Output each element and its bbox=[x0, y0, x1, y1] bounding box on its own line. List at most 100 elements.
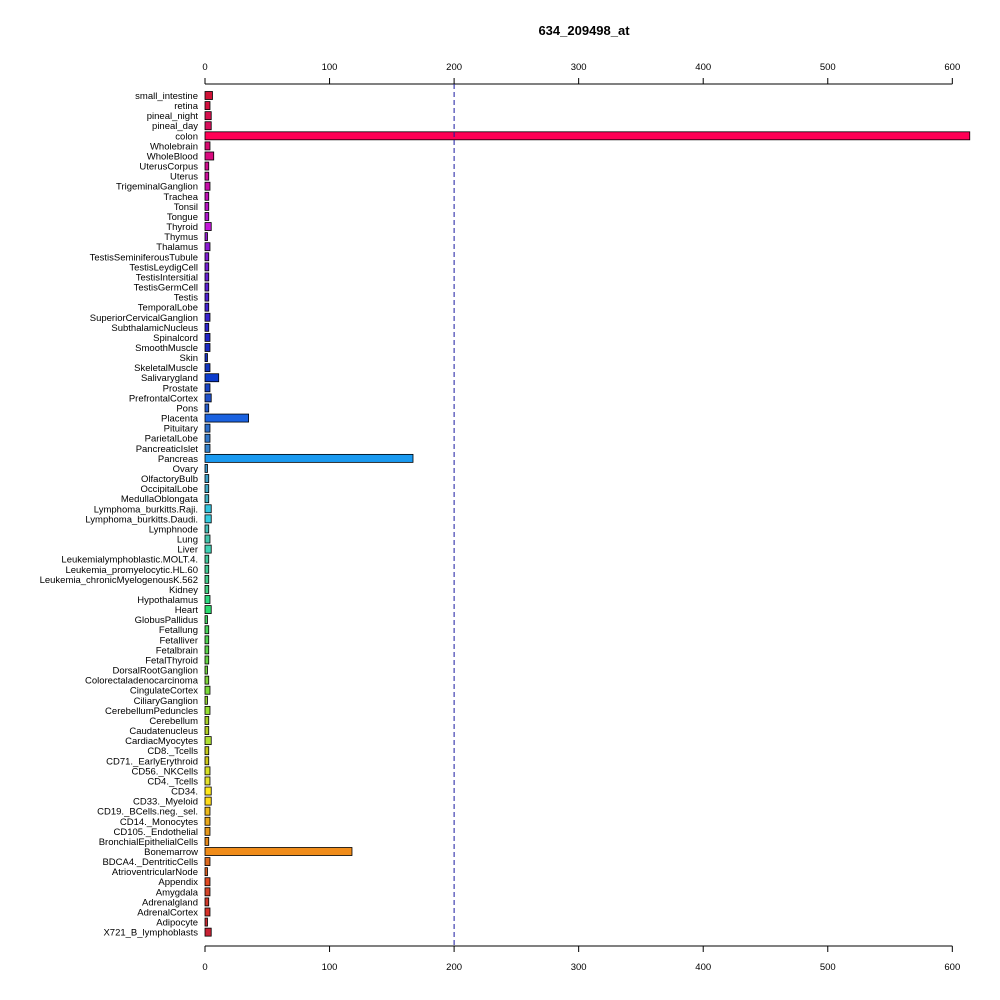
bar bbox=[204, 403, 210, 413]
category-label: Kidney bbox=[169, 585, 198, 596]
category-label: PancreaticIslet bbox=[136, 444, 199, 455]
category-label: CD19._BCells.neg._sel. bbox=[97, 807, 198, 818]
bar bbox=[204, 252, 210, 262]
category-label: BDCA4._DentriticCells bbox=[102, 857, 198, 868]
bar bbox=[204, 514, 212, 524]
category-label: ParietalLobe bbox=[145, 434, 198, 445]
category-label: CD34. bbox=[171, 787, 198, 798]
bar bbox=[204, 585, 210, 594]
category-label: CiliaryGanglion bbox=[134, 696, 198, 707]
bar bbox=[204, 796, 212, 806]
category-label: Leukemia_chronicMyelogenousK.562 bbox=[40, 575, 198, 586]
bars-group bbox=[204, 91, 971, 937]
category-label: Thyroid bbox=[166, 222, 198, 233]
bar bbox=[204, 191, 210, 201]
category-label: PrefrontalCortex bbox=[129, 393, 198, 404]
category-label: Adipocyte bbox=[156, 918, 198, 929]
bottom-axis: 0 100 200 300 400 500 600 bbox=[202, 945, 960, 973]
category-label: pineal_day bbox=[152, 121, 198, 132]
bottom-tick-label: 600 bbox=[944, 962, 960, 973]
category-label: pineal_night bbox=[147, 111, 199, 122]
category-label: UterusCorpus bbox=[139, 162, 198, 173]
category-label: Lymphnode bbox=[149, 524, 198, 535]
bar bbox=[204, 282, 210, 292]
category-label: Tongue bbox=[167, 212, 198, 223]
category-label: Adrenalgland bbox=[142, 897, 198, 908]
bar bbox=[204, 322, 210, 332]
bar bbox=[204, 927, 212, 937]
bar bbox=[204, 453, 414, 463]
bottom-tick-label: 400 bbox=[695, 962, 711, 973]
bar bbox=[204, 816, 211, 826]
category-label: Liver bbox=[177, 545, 198, 556]
bar bbox=[204, 131, 971, 141]
bar bbox=[204, 524, 210, 534]
category-label: TrigeminalGanglion bbox=[116, 182, 198, 193]
bar bbox=[204, 695, 208, 705]
category-label: Cerebellum bbox=[149, 716, 198, 727]
category-label: Fetalbrain bbox=[156, 645, 198, 656]
bar bbox=[204, 494, 210, 504]
bar bbox=[204, 534, 211, 544]
chart-title: 634_209498_at bbox=[538, 23, 630, 38]
bar bbox=[204, 363, 211, 373]
bar bbox=[204, 786, 212, 796]
bar bbox=[204, 897, 210, 907]
category-label: Fetalliver bbox=[159, 635, 198, 646]
bar bbox=[204, 101, 211, 110]
category-label: X721_B_lymphoblasts bbox=[103, 928, 198, 939]
bar bbox=[204, 181, 211, 191]
category-label: Fetallung bbox=[159, 625, 198, 636]
bar bbox=[204, 373, 220, 383]
category-label: Colorectaladenocarcinoma bbox=[85, 676, 199, 687]
bar bbox=[204, 675, 210, 685]
bar bbox=[204, 867, 208, 877]
bar bbox=[204, 333, 211, 342]
bar bbox=[204, 353, 208, 362]
category-label: CD33._Myeloid bbox=[133, 797, 198, 808]
category-label: Salivarygland bbox=[141, 373, 198, 384]
category-label: Uterus bbox=[170, 172, 198, 183]
bar bbox=[204, 645, 210, 655]
category-label: Leukemia_promyelocytic.HL.60 bbox=[65, 565, 198, 576]
category-label: Pons bbox=[176, 403, 198, 414]
category-label: Leukemialymphoblastic.MOLT.4. bbox=[61, 555, 198, 566]
category-label: Lung bbox=[177, 535, 198, 546]
category-label: FetalThyroid bbox=[145, 655, 198, 666]
bar bbox=[204, 262, 210, 272]
category-label: Prostate bbox=[163, 383, 198, 394]
category-label: Heart bbox=[175, 605, 199, 616]
bar bbox=[204, 574, 210, 584]
bar bbox=[204, 595, 211, 604]
category-label: BronchialEpithelialCells bbox=[99, 837, 199, 848]
bar bbox=[204, 665, 208, 675]
top-tick-label: 600 bbox=[944, 62, 960, 73]
category-label: SuperiorCervicalGanglion bbox=[90, 313, 198, 324]
category-label: OccipitalLobe bbox=[140, 484, 198, 495]
bar bbox=[204, 837, 210, 846]
bar bbox=[204, 756, 210, 766]
bar bbox=[204, 383, 211, 393]
category-label: AtrioventricularNode bbox=[112, 867, 198, 878]
bar bbox=[204, 877, 211, 887]
bar bbox=[204, 615, 208, 625]
bar bbox=[204, 474, 210, 483]
category-label: SubthalamicNucleus bbox=[111, 323, 198, 334]
bar bbox=[204, 222, 212, 231]
category-label: CerebellumPeduncles bbox=[105, 706, 198, 717]
bar bbox=[204, 272, 210, 282]
category-label: Placenta bbox=[161, 414, 199, 425]
category-label: TestisLeydigCell bbox=[129, 262, 198, 273]
category-label: Wholebrain bbox=[150, 141, 198, 152]
bar bbox=[204, 826, 211, 836]
category-label: SmoothMuscle bbox=[135, 343, 198, 354]
bar bbox=[204, 201, 210, 211]
bar bbox=[204, 91, 213, 100]
category-label: retina bbox=[174, 101, 198, 112]
category-label: colon bbox=[175, 131, 198, 142]
top-tick-label: 200 bbox=[446, 62, 462, 73]
bar bbox=[204, 716, 210, 725]
bar bbox=[204, 433, 211, 443]
bar bbox=[204, 121, 212, 131]
category-label: Testis bbox=[174, 293, 199, 304]
